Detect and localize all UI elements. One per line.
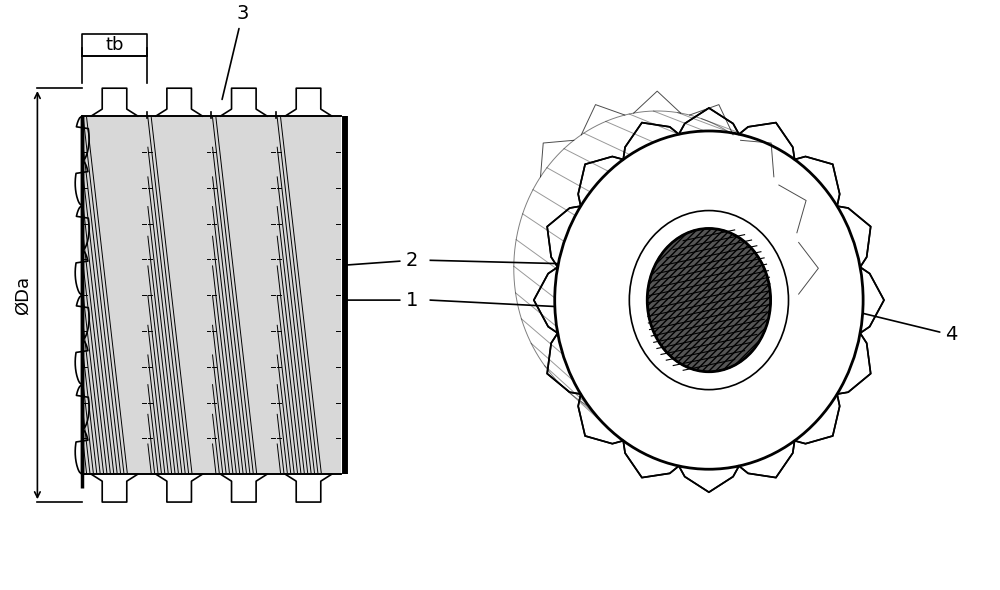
- Text: 3: 3: [222, 4, 249, 100]
- Text: 1: 1: [346, 291, 418, 310]
- Text: ØDa: ØDa: [13, 276, 31, 314]
- Ellipse shape: [647, 228, 771, 372]
- Text: 2: 2: [346, 251, 418, 270]
- Text: 4: 4: [767, 290, 958, 345]
- Ellipse shape: [555, 131, 863, 469]
- Bar: [82, 116, 341, 474]
- Text: tb: tb: [105, 37, 124, 54]
